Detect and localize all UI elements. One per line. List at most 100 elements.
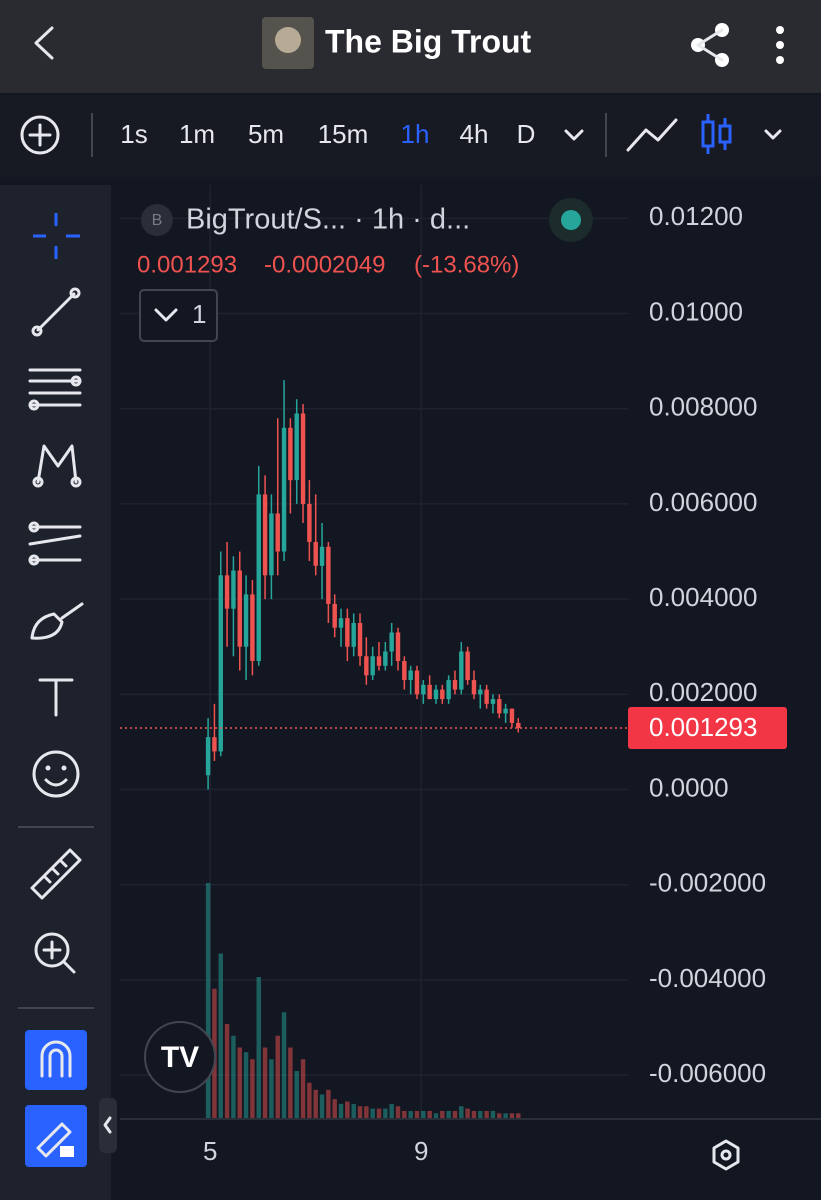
legend-title[interactable]: BigTrout/S... · 1h · d... bbox=[186, 204, 470, 236]
volume-bar bbox=[433, 1113, 439, 1118]
candle-body bbox=[224, 575, 230, 609]
magnet-tool[interactable] bbox=[25, 1030, 87, 1090]
volume-bar bbox=[490, 1110, 496, 1118]
y-tick-label: 0.01200 bbox=[649, 201, 743, 231]
legend-last: 0.001293 bbox=[137, 251, 237, 278]
share-button[interactable] bbox=[691, 23, 729, 67]
volume-bar bbox=[250, 1059, 255, 1118]
volume-bar bbox=[408, 1110, 413, 1118]
legend-change: -0.0002049 bbox=[264, 251, 385, 278]
candle-chart-button[interactable] bbox=[701, 114, 732, 154]
y-tick-label: 0.01000 bbox=[649, 296, 743, 326]
volume-bar bbox=[326, 1089, 331, 1118]
candle-body bbox=[313, 542, 318, 566]
crosshair-tool[interactable] bbox=[33, 213, 80, 259]
candle-body bbox=[509, 708, 515, 723]
volume-bar bbox=[484, 1110, 489, 1118]
volume-bar bbox=[370, 1108, 375, 1118]
timeframe-button[interactable]: 1m bbox=[179, 119, 215, 149]
volume-bar bbox=[288, 1047, 293, 1118]
candle-body bbox=[490, 699, 496, 704]
timeframe-button[interactable]: D bbox=[517, 119, 536, 149]
candle-body bbox=[383, 651, 388, 666]
fib-tool[interactable] bbox=[28, 368, 82, 411]
candle-body bbox=[262, 494, 268, 576]
avatar-face bbox=[275, 27, 301, 53]
candle-body bbox=[402, 661, 407, 681]
candle-body bbox=[503, 708, 508, 714]
more-button[interactable] bbox=[776, 26, 784, 64]
candle-body bbox=[465, 651, 470, 681]
candle-body bbox=[351, 622, 356, 647]
zoom-tool[interactable] bbox=[34, 932, 76, 974]
volume-bar bbox=[338, 1103, 344, 1118]
candle-body bbox=[332, 603, 337, 628]
timeframe-dropdown[interactable] bbox=[564, 129, 584, 141]
volume-bar bbox=[465, 1108, 470, 1118]
candle-body bbox=[243, 594, 249, 647]
line-chart-button[interactable] bbox=[626, 118, 678, 152]
settings-button[interactable] bbox=[712, 1139, 740, 1171]
text-tool[interactable] bbox=[38, 678, 74, 717]
y-tick-label: 0.008000 bbox=[649, 392, 757, 422]
volume-bar bbox=[421, 1110, 426, 1118]
legend-change-pct: (-13.68%) bbox=[414, 251, 519, 278]
volume-bar bbox=[319, 1094, 325, 1118]
candle-body bbox=[250, 594, 255, 662]
study-toggle[interactable] bbox=[139, 289, 218, 342]
toolbar bbox=[0, 95, 821, 177]
volume-bar bbox=[452, 1110, 458, 1118]
candle-body bbox=[370, 656, 375, 676]
candle-body bbox=[281, 427, 287, 552]
volume-bar bbox=[256, 977, 261, 1118]
candle-body bbox=[376, 656, 382, 666]
candle-body bbox=[452, 680, 458, 690]
emoji-tool[interactable] bbox=[32, 750, 80, 798]
candle-body bbox=[212, 737, 217, 752]
volume-bar bbox=[313, 1089, 318, 1118]
candle-body bbox=[231, 570, 236, 609]
pattern-tool[interactable] bbox=[32, 444, 82, 488]
candle-body bbox=[269, 513, 274, 576]
volume-bar bbox=[459, 1106, 464, 1118]
candle-body bbox=[357, 622, 363, 657]
candle-body bbox=[408, 670, 413, 681]
volume-bar bbox=[300, 1059, 306, 1118]
back-button[interactable] bbox=[34, 26, 54, 60]
volume-bar bbox=[357, 1106, 363, 1118]
candle-body bbox=[446, 680, 451, 700]
symbol-logo-letter: B bbox=[152, 212, 163, 229]
volume-bar bbox=[294, 1071, 299, 1118]
candle-body bbox=[427, 684, 432, 700]
ruler-tool[interactable] bbox=[30, 848, 82, 900]
last-price-label: 0.001293 bbox=[649, 712, 757, 742]
svg-text:TV: TV bbox=[161, 1041, 199, 1074]
symbol-logo bbox=[141, 204, 173, 236]
y-tick-label: -0.006000 bbox=[649, 1058, 766, 1088]
lock-drawings[interactable] bbox=[25, 1105, 87, 1167]
timeframe-button[interactable]: 4h bbox=[460, 119, 489, 149]
chart-type-dropdown[interactable] bbox=[764, 129, 782, 140]
volume-bar bbox=[307, 1082, 312, 1118]
timeframe-button[interactable]: 1h bbox=[401, 119, 430, 149]
add-indicator[interactable] bbox=[20, 115, 60, 155]
tradingview-logo[interactable]: TV bbox=[144, 1021, 216, 1093]
projection-tool[interactable] bbox=[28, 521, 82, 566]
candle-body bbox=[440, 689, 445, 700]
brush-tool[interactable] bbox=[30, 602, 84, 640]
candle-body bbox=[205, 737, 211, 776]
volume-bar bbox=[383, 1108, 388, 1118]
candle-body bbox=[288, 427, 293, 481]
candle-body bbox=[414, 670, 420, 695]
y-tick-label: -0.002000 bbox=[649, 868, 766, 898]
candle-body bbox=[307, 503, 312, 543]
trendline-tool[interactable] bbox=[31, 287, 81, 337]
timeframe-button[interactable]: 15m bbox=[318, 119, 369, 149]
timeframe-button[interactable]: 1s bbox=[120, 119, 147, 149]
timeframe-button[interactable]: 5m bbox=[248, 119, 284, 149]
collapse-toolbar[interactable] bbox=[99, 1098, 117, 1153]
candle-body bbox=[338, 618, 344, 628]
candle-body bbox=[459, 651, 464, 690]
